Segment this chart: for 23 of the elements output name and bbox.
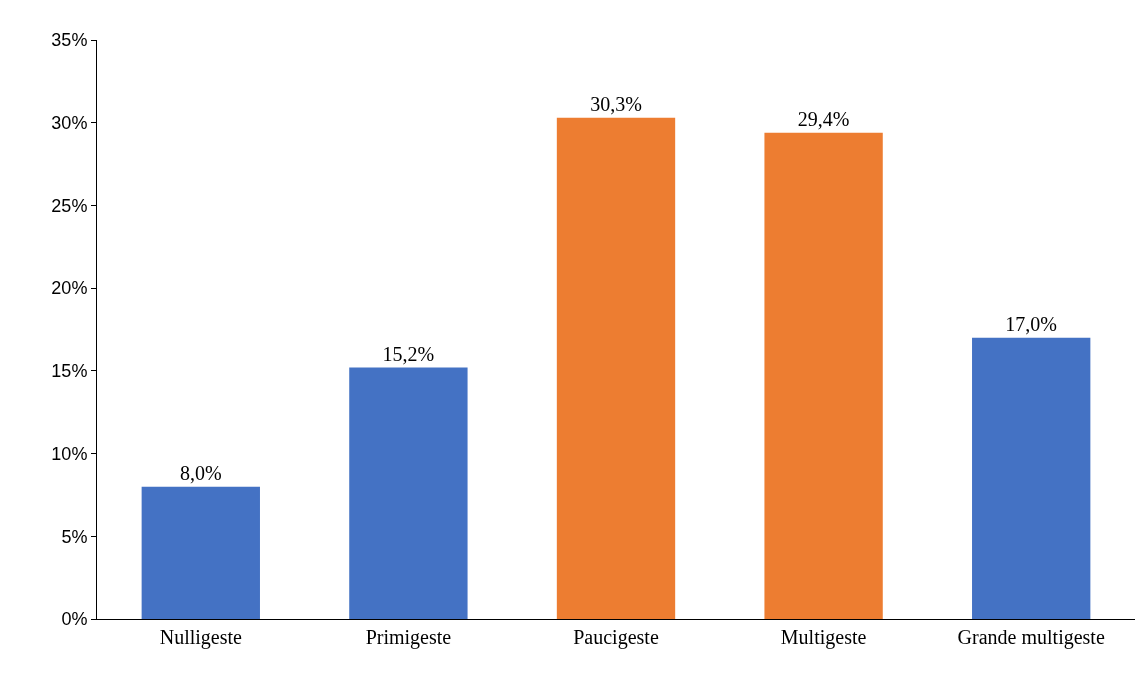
x-tick-label: Multigeste (780, 626, 867, 649)
bar (141, 486, 260, 619)
y-tick-label: 25% (51, 195, 88, 216)
data-label: 30,3% (590, 92, 642, 115)
data-label: 17,0% (1005, 312, 1058, 335)
y-tick-label: 5% (61, 526, 88, 547)
data-label: 29,4% (797, 107, 850, 130)
bar (349, 367, 468, 619)
data-label: 8,0% (179, 461, 222, 484)
x-tick-label: Grande multigeste (957, 626, 1105, 649)
y-tick-label: 30% (51, 113, 88, 134)
x-tick-label: Paucigeste (573, 626, 659, 649)
y-tick-label: 15% (51, 361, 88, 382)
bar (556, 117, 676, 619)
bar (972, 337, 1091, 619)
data-label: 15,2% (382, 342, 435, 365)
bar (764, 132, 883, 619)
y-tick-label: 20% (51, 278, 88, 299)
x-tick-label: Primigeste (365, 626, 452, 649)
y-tick-label: 0% (61, 609, 88, 630)
y-tick-label: 35% (51, 30, 88, 51)
x-tick-label: Nulligeste (159, 626, 243, 649)
y-tick-label: 10% (51, 443, 88, 464)
